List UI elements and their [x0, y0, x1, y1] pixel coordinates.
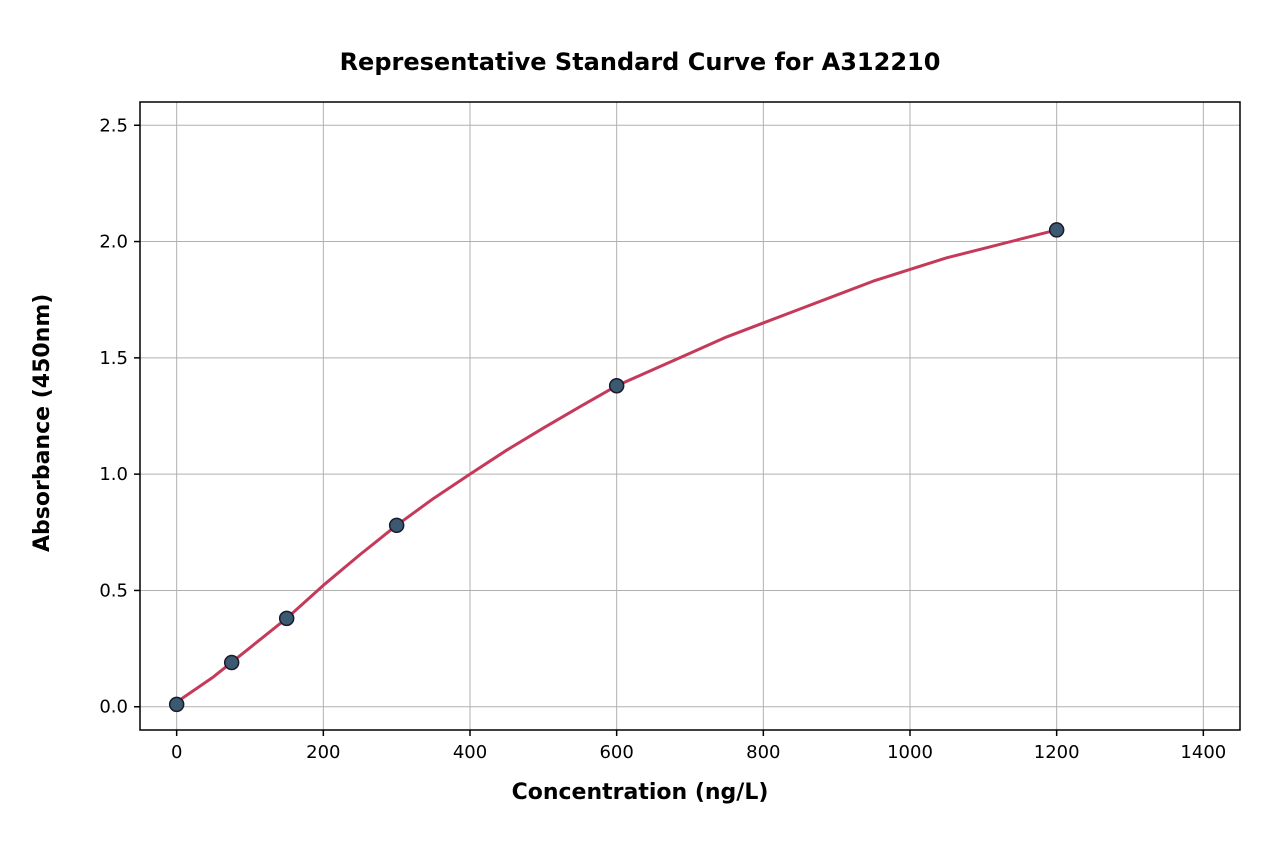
data-point: [610, 379, 624, 393]
y-tick-label: 2.5: [99, 115, 128, 136]
x-tick-label: 1200: [1034, 742, 1080, 763]
y-tick-label: 0.0: [99, 697, 128, 718]
data-point: [170, 697, 184, 711]
chart-container: Representative Standard Curve for A31221…: [0, 0, 1280, 845]
y-tick-label: 1.0: [99, 464, 128, 485]
x-tick-label: 200: [306, 742, 340, 763]
x-tick-label: 0: [171, 742, 182, 763]
data-point: [1050, 223, 1064, 237]
x-tick-label: 1400: [1180, 742, 1226, 763]
y-tick-label: 0.5: [99, 580, 128, 601]
y-tick-label: 2.0: [99, 232, 128, 253]
plot-border: [140, 102, 1240, 730]
data-point: [390, 518, 404, 532]
y-tick-label: 1.5: [99, 348, 128, 369]
x-tick-label: 600: [599, 742, 633, 763]
x-tick-label: 800: [746, 742, 780, 763]
chart-svg: 0 200 400 600 800 1000 1200 1400 0.0 0.5 1.0 1.5 2.0…: [0, 0, 1280, 845]
x-tick-label: 1000: [887, 742, 933, 763]
data-point: [280, 611, 294, 625]
x-tick-label: 400: [453, 742, 487, 763]
data-point: [225, 656, 239, 670]
